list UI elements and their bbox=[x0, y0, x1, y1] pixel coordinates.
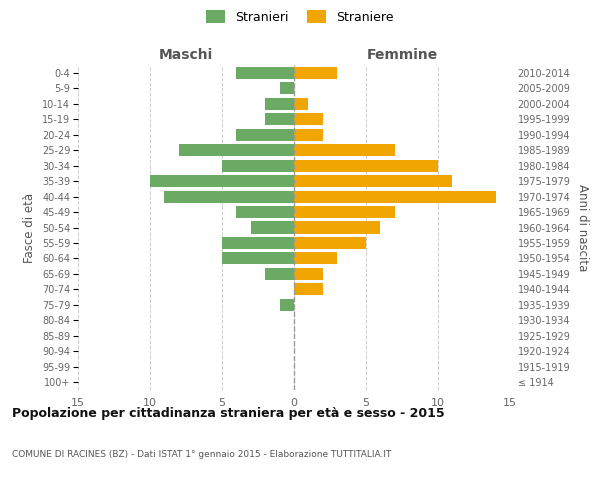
Bar bbox=[251, 222, 294, 234]
Bar bbox=[294, 190, 496, 202]
Bar bbox=[294, 175, 452, 187]
Text: Popolazione per cittadinanza straniera per età e sesso - 2015: Popolazione per cittadinanza straniera p… bbox=[12, 408, 445, 420]
Bar bbox=[294, 66, 337, 79]
Bar bbox=[294, 128, 323, 140]
Legend: Stranieri, Straniere: Stranieri, Straniere bbox=[203, 6, 397, 28]
Bar bbox=[150, 175, 294, 187]
Text: Maschi: Maschi bbox=[159, 48, 213, 62]
Bar bbox=[265, 98, 294, 110]
Bar bbox=[294, 222, 380, 234]
Bar bbox=[236, 206, 294, 218]
Bar bbox=[222, 237, 294, 249]
Bar bbox=[294, 98, 308, 110]
Bar bbox=[179, 144, 294, 156]
Bar bbox=[294, 206, 395, 218]
Bar bbox=[294, 160, 438, 172]
Bar bbox=[280, 82, 294, 94]
Text: Femmine: Femmine bbox=[367, 48, 437, 62]
Bar bbox=[265, 268, 294, 280]
Bar bbox=[294, 268, 323, 280]
Bar bbox=[222, 252, 294, 264]
Bar bbox=[294, 113, 323, 125]
Bar bbox=[236, 66, 294, 79]
Bar bbox=[294, 284, 323, 296]
Y-axis label: Fasce di età: Fasce di età bbox=[23, 192, 37, 262]
Bar bbox=[164, 190, 294, 202]
Bar bbox=[294, 144, 395, 156]
Text: COMUNE DI RACINES (BZ) - Dati ISTAT 1° gennaio 2015 - Elaborazione TUTTITALIA.IT: COMUNE DI RACINES (BZ) - Dati ISTAT 1° g… bbox=[12, 450, 391, 459]
Bar bbox=[294, 252, 337, 264]
Bar bbox=[222, 160, 294, 172]
Bar bbox=[265, 113, 294, 125]
Bar bbox=[294, 237, 366, 249]
Bar bbox=[280, 299, 294, 311]
Y-axis label: Anni di nascita: Anni di nascita bbox=[576, 184, 589, 271]
Bar bbox=[236, 128, 294, 140]
